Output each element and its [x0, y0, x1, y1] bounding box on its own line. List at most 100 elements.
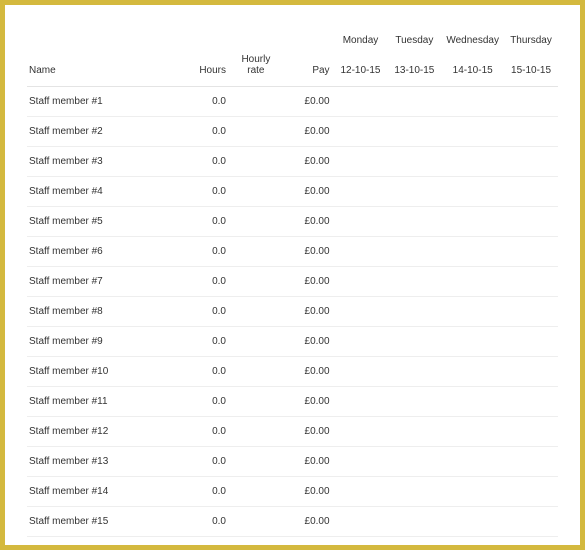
cell-day: [504, 297, 558, 327]
cell-day: [387, 87, 441, 117]
cell-name: Staff member #8: [27, 297, 182, 327]
table-row: Staff member #30.0£0.00: [27, 147, 558, 177]
header-day-tuesday: Tuesday: [387, 29, 441, 48]
cell-hours: 0.0: [182, 237, 230, 267]
cell-pay: £0.00: [282, 117, 334, 147]
cell-name: Staff member #10: [27, 357, 182, 387]
table-row: Staff member #140.0£0.00: [27, 477, 558, 507]
cell-day: [334, 447, 388, 477]
cell-day: [441, 117, 504, 147]
cell-name: Staff member #12: [27, 417, 182, 447]
cell-day: [334, 147, 388, 177]
cell-day: [504, 177, 558, 207]
header-date-3: 15-10-15: [504, 48, 558, 87]
cell-day: [387, 207, 441, 237]
cell-rate: [230, 117, 282, 147]
cell-day: [504, 447, 558, 477]
header-day-row: Monday Tuesday Wednesday Thursday: [27, 29, 558, 48]
header-blank: [282, 29, 334, 48]
header-date-0: 12-10-15: [334, 48, 388, 87]
cell-day: [334, 117, 388, 147]
cell-day: [441, 237, 504, 267]
cell-rate: [230, 357, 282, 387]
cell-pay: £0.00: [282, 87, 334, 117]
cell-day: [387, 327, 441, 357]
cell-day: [504, 117, 558, 147]
cell-day: [334, 507, 388, 537]
cell-day: [387, 447, 441, 477]
cell-hours: 0.0: [182, 387, 230, 417]
header-day-wednesday: Wednesday: [441, 29, 504, 48]
cell-pay: £0.00: [282, 417, 334, 447]
table-row: Staff member #80.0£0.00: [27, 297, 558, 327]
cell-day: [387, 117, 441, 147]
cell-hours: 0.0: [182, 267, 230, 297]
cell-day: [441, 507, 504, 537]
cell-pay: £0.00: [282, 207, 334, 237]
header-day-monday: Monday: [334, 29, 388, 48]
timesheet-frame: Monday Tuesday Wednesday Thursday Name H…: [0, 0, 585, 550]
table-row: Staff member #50.0 £0.00: [27, 207, 558, 237]
table-row: Staff member #20.0 £0.00: [27, 117, 558, 147]
cell-rate: [230, 447, 282, 477]
cell-day: [334, 387, 388, 417]
header-rate: Hourly rate: [230, 48, 282, 87]
cell-day: [441, 477, 504, 507]
cell-day: [334, 237, 388, 267]
header-blank: [27, 29, 182, 48]
cell-rate: [230, 207, 282, 237]
cell-rate: [230, 387, 282, 417]
cell-day: [387, 267, 441, 297]
cell-day: [387, 177, 441, 207]
cell-pay: £0.00: [282, 327, 334, 357]
cell-day: [504, 237, 558, 267]
header-blank: [230, 29, 282, 48]
cell-name: Staff member #15: [27, 507, 182, 537]
cell-day: [441, 87, 504, 117]
cell-name: Staff member #11: [27, 387, 182, 417]
cell-day: [441, 207, 504, 237]
cell-day: [387, 387, 441, 417]
cell-hours: 0.0: [182, 447, 230, 477]
cell-name: Staff member #14: [27, 477, 182, 507]
table-row: Staff member #10.0 £0.00: [27, 87, 558, 117]
cell-day: [504, 387, 558, 417]
cell-pay: £0.00: [282, 507, 334, 537]
cell-day: [504, 207, 558, 237]
cell-rate: [230, 177, 282, 207]
cell-name: Staff member #9: [27, 327, 182, 357]
cell-name: Staff member #2: [27, 117, 182, 147]
cell-rate: [230, 477, 282, 507]
cell-day: [334, 87, 388, 117]
cell-name: Staff member #1: [27, 87, 182, 117]
table-row: Staff member #90.0£0.00: [27, 327, 558, 357]
cell-hours: 0.0: [182, 477, 230, 507]
cell-name: Staff member #5: [27, 207, 182, 237]
cell-pay: £0.00: [282, 297, 334, 327]
cell-day: [441, 147, 504, 177]
header-date-2: 14-10-15: [441, 48, 504, 87]
cell-hours: 0.0: [182, 207, 230, 237]
cell-day: [504, 327, 558, 357]
header-label-row: Name Hours Hourly rate Pay 12-10-15 13-1…: [27, 48, 558, 87]
table-row: Staff member #110.0£0.00: [27, 387, 558, 417]
cell-pay: £0.00: [282, 267, 334, 297]
cell-day: [387, 417, 441, 447]
cell-hours: 0.0: [182, 177, 230, 207]
cell-hours: 0.0: [182, 147, 230, 177]
cell-day: [504, 147, 558, 177]
cell-day: [334, 177, 388, 207]
cell-day: [334, 357, 388, 387]
cell-day: [334, 327, 388, 357]
cell-hours: 0.0: [182, 87, 230, 117]
cell-name: Staff member #7: [27, 267, 182, 297]
cell-hours: 0.0: [182, 117, 230, 147]
table-row: Staff member #100.0£0.00: [27, 357, 558, 387]
cell-day: [504, 357, 558, 387]
cell-day: [441, 177, 504, 207]
cell-day: [441, 297, 504, 327]
cell-rate: [230, 417, 282, 447]
table-row: Staff member #120.0£0.00: [27, 417, 558, 447]
cell-day: [504, 507, 558, 537]
table-row: Staff member #150.0£0.00: [27, 507, 558, 537]
